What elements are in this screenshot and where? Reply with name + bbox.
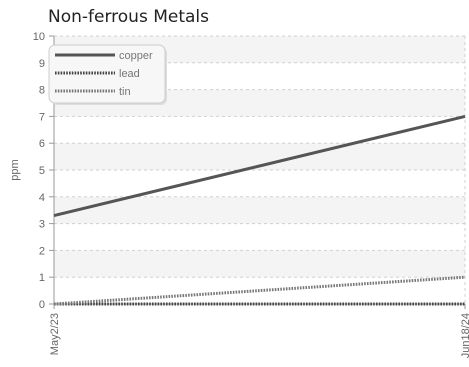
y-tick-label: 8: [39, 85, 45, 97]
plot-band: [54, 196, 465, 224]
y-tick-label: 2: [39, 245, 45, 257]
y-axis-label: ppm: [9, 159, 21, 180]
y-tick-label: 3: [39, 219, 45, 231]
y-tick-label: 0: [39, 299, 45, 311]
legend: copper lead tin: [48, 44, 167, 105]
y-tick-label: 4: [39, 192, 45, 204]
y-tick-label: 6: [39, 138, 45, 150]
series-line-tin: [53, 275, 466, 306]
y-tick-label: 5: [39, 165, 45, 177]
x-axis-ticks: May2/23 Jun18/24: [49, 304, 469, 358]
y-tick-label: 9: [39, 58, 45, 70]
legend-label-copper: copper: [119, 50, 153, 62]
x-tick-label: May2/23: [49, 313, 61, 355]
y-tick-label: 1: [39, 272, 45, 284]
legend-label-lead: lead: [119, 68, 140, 80]
x-tick-label: Jun18/24: [460, 313, 469, 358]
y-tick-label: 7: [39, 111, 45, 123]
plot-band: [54, 250, 465, 278]
series-lines: [53, 114, 466, 306]
legend-label-tin: tin: [119, 86, 131, 98]
y-tick-label: 10: [33, 31, 45, 43]
chart-title: Non-ferrous Metals: [48, 7, 209, 27]
series-line-copper: [53, 114, 466, 218]
y-axis-ticks: 0 1 2 3 4 5 6 7 8 9 10: [33, 31, 54, 311]
